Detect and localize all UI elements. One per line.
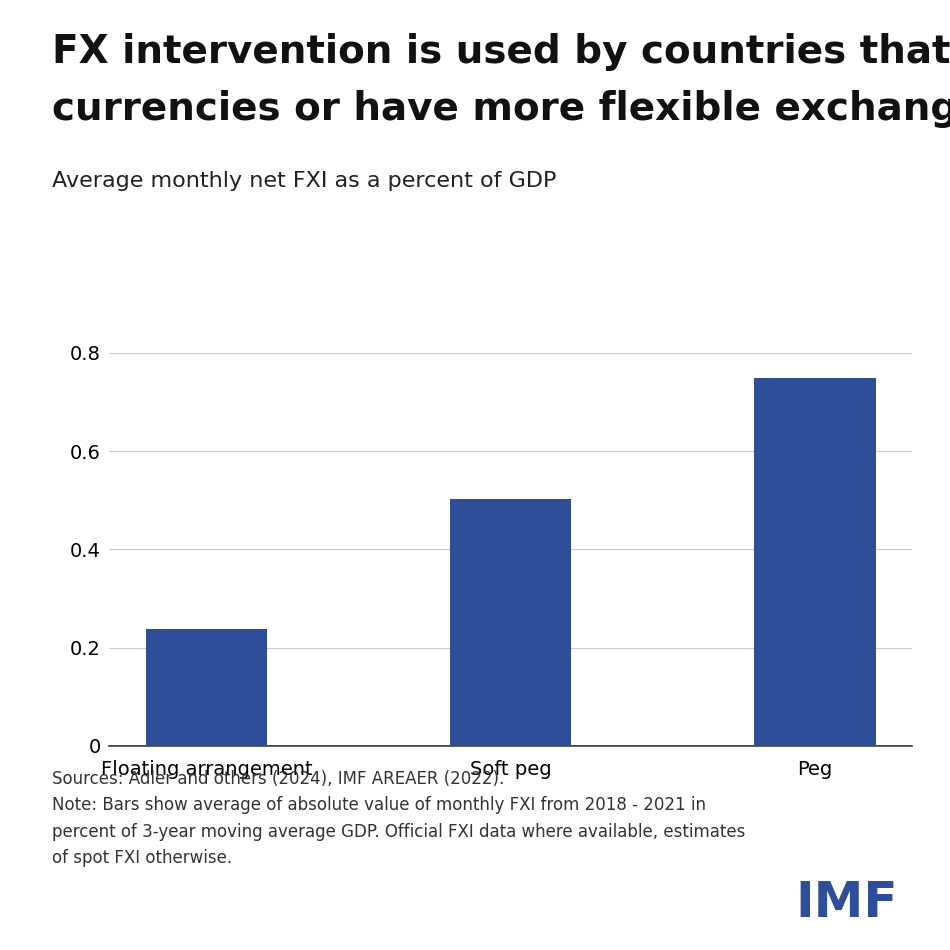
Bar	[449, 499, 572, 746]
Text: percent of 3-year moving average GDP. Official FXI data where available, estimat: percent of 3-year moving average GDP. Of…	[52, 823, 746, 841]
Bar	[145, 629, 267, 746]
Text: Sources: Adler and others (2024), IMF AREAER (2022).: Sources: Adler and others (2024), IMF AR…	[52, 770, 504, 788]
Text: of spot FXI otherwise.: of spot FXI otherwise.	[52, 849, 233, 867]
Text: Average monthly net FXI as a percent of GDP: Average monthly net FXI as a percent of …	[52, 171, 557, 191]
Bar	[754, 378, 876, 746]
Text: Note: Bars show average of absolute value of monthly FXI from 2018 - 2021 in: Note: Bars show average of absolute valu…	[52, 796, 706, 814]
Text: currencies or have more flexible exchange rates: currencies or have more flexible exchang…	[52, 90, 950, 128]
Text: FX intervention is used by countries that peg: FX intervention is used by countries tha…	[52, 33, 950, 71]
Text: IMF: IMF	[795, 879, 898, 927]
